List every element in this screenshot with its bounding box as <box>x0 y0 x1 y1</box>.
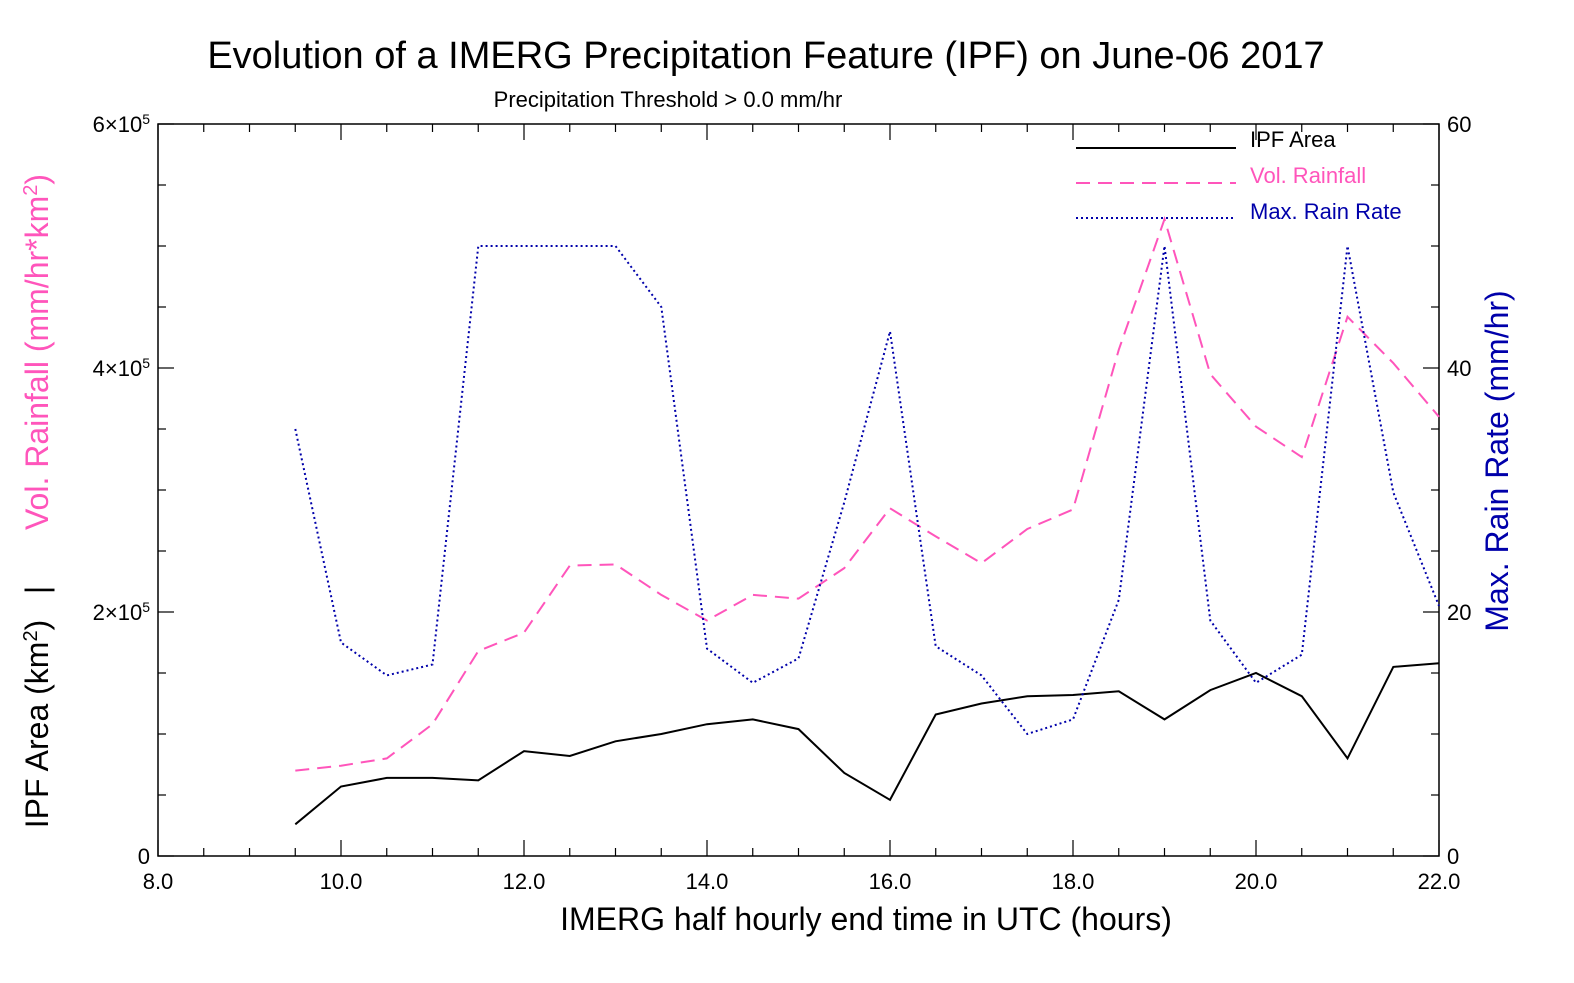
x-tick-label: 16.0 <box>869 869 912 894</box>
y-left-axis-label-area: IPF Area (km2) <box>19 620 55 828</box>
y-right-axis-label: Max. Rain Rate (mm/hr) <box>1479 290 1515 631</box>
legend-label-ipf-area: IPF Area <box>1250 127 1336 152</box>
x-axis-label: IMERG half hourly end time in UTC (hours… <box>560 901 1172 937</box>
x-tick-label: 12.0 <box>503 869 546 894</box>
y-right-tick-label: 0 <box>1447 844 1459 869</box>
series-line-max-rain-rate <box>294 245 1440 736</box>
plot-frame <box>157 123 1440 857</box>
y-left-tick-label: 6×105 <box>93 111 151 137</box>
y-right-tick-label: 40 <box>1447 356 1471 381</box>
y-left-axis-ticks: 0 2×105 4×105 6×105 <box>93 111 174 869</box>
x-tick-label: 20.0 <box>1235 869 1278 894</box>
legend-label-max-rain-rate: Max. Rain Rate <box>1250 199 1402 224</box>
x-tick-label: 8.0 <box>143 869 174 894</box>
series-lines <box>294 215 1440 826</box>
chart-subtitle: Precipitation Threshold > 0.0 mm/hr <box>494 87 843 112</box>
x-axis-ticks: 8.0 10.0 12.0 14.0 16.0 18.0 20.0 22.0 <box>143 124 1461 894</box>
chart-title: Evolution of a IMERG Precipitation Featu… <box>207 35 1324 77</box>
y-left-axis-separator: | <box>19 586 55 594</box>
y-right-tick-label: 60 <box>1447 112 1471 137</box>
y-left-axis-label-rainfall: Vol. Rainfall (mm/hr*km2) <box>19 174 55 530</box>
legend-label-vol-rainfall: Vol. Rainfall <box>1250 163 1366 188</box>
series-line-ipf-area <box>294 662 1440 826</box>
y-right-axis-ticks: 0 20 40 60 <box>1423 112 1471 869</box>
y-left-tick-label: 4×105 <box>93 355 151 381</box>
series-line-vol-rainfall <box>295 215 1440 772</box>
y-right-tick-label: 20 <box>1447 600 1471 625</box>
x-tick-label: 14.0 <box>686 869 729 894</box>
legend: IPF Area Vol. Rainfall Max. Rain Rate <box>1076 127 1402 224</box>
x-tick-label: 10.0 <box>320 869 363 894</box>
y-left-tick-label: 2×105 <box>93 599 151 625</box>
x-tick-label: 22.0 <box>1418 869 1461 894</box>
x-tick-label: 18.0 <box>1052 869 1095 894</box>
y-left-tick-label: 0 <box>138 844 150 869</box>
